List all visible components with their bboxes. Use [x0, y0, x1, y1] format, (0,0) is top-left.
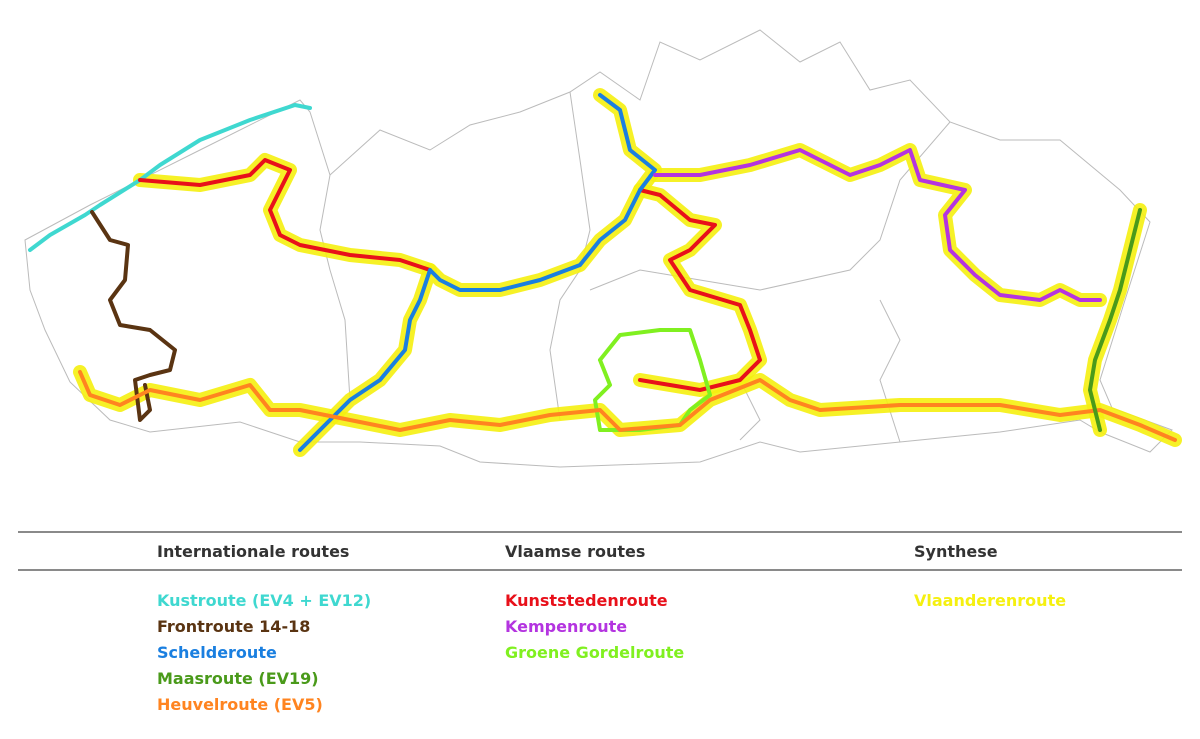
- legend-item: Schelderoute: [157, 643, 277, 662]
- route-kempenroute: [653, 148, 1102, 302]
- route-maasroute: [1088, 208, 1142, 432]
- province-border: [589, 121, 951, 291]
- legend-top-rule: [18, 531, 1182, 533]
- legend-item: Kustroute (EV4 + EV12): [157, 591, 372, 610]
- legend-item: Kempenroute: [505, 617, 628, 636]
- legend-item: Maasroute (EV19): [157, 669, 319, 688]
- legend-item: Kunststedenroute: [505, 591, 668, 610]
- legend-item: Vlaanderenroute: [914, 591, 1067, 610]
- legend-group-title: Internationale routes: [157, 542, 350, 561]
- legend-column: Kustroute (EV4 + EV12) Frontroute 14-18 Sc…: [157, 588, 371, 718]
- legend-header-rule: [18, 569, 1182, 571]
- legend-group-title: Synthese: [914, 542, 998, 561]
- legend-column: Vlaanderenroute: [914, 588, 1066, 614]
- vlaanderenroute-halo: [73, 88, 1182, 457]
- legend-item: Groene Gordelroute: [505, 643, 685, 662]
- route-schelderoute: [298, 93, 657, 452]
- legend-item: Frontroute 14-18: [157, 617, 311, 636]
- legend-column: Kunststedenroute Kempenroute Groene Gordel…: [505, 588, 684, 666]
- province-border: [319, 174, 351, 401]
- flanders-outline: [24, 29, 1173, 468]
- route-kustroute: [28, 103, 312, 252]
- route-map: [24, 29, 1182, 468]
- province-border: [739, 379, 761, 441]
- province-border: [879, 299, 901, 443]
- route-groene-gordelroute: [593, 328, 712, 432]
- legend-group-title: Vlaamse routes: [505, 542, 646, 561]
- route-heuvelroute: [78, 370, 1177, 442]
- route-frontroute: [90, 210, 177, 422]
- legend-item: Heuvelroute (EV5): [157, 695, 323, 714]
